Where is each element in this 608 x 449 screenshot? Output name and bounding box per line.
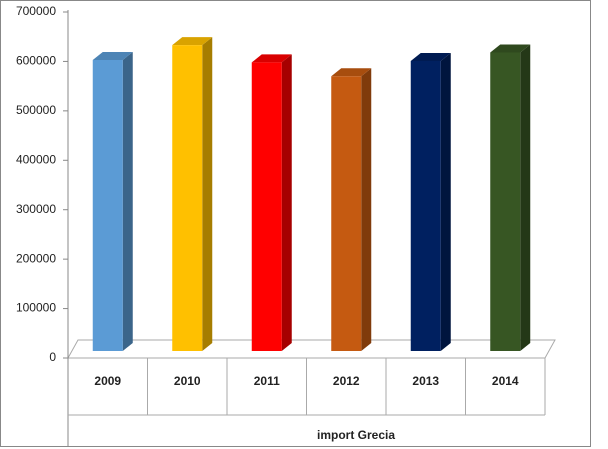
bar-top	[331, 68, 372, 77]
bar-top	[172, 37, 213, 46]
bar-side	[122, 51, 133, 351]
bar-side	[520, 44, 531, 352]
bar-top	[251, 54, 292, 63]
x-tick-label: 2014	[492, 374, 519, 388]
bar-front	[92, 59, 123, 351]
x-tick-label: 2012	[333, 374, 360, 388]
y-tick-label: 300000	[16, 202, 56, 216]
bar	[251, 54, 292, 352]
x-tick-label: 2009	[94, 374, 121, 388]
bar	[410, 52, 451, 352]
y-tick-label: 0	[49, 350, 56, 364]
y-tick-label: 400000	[16, 152, 56, 166]
x-tick-label: 2010	[174, 374, 201, 388]
bar-side	[440, 52, 451, 352]
bar-front	[172, 45, 203, 351]
x-tick-label: 2013	[412, 374, 439, 388]
bar-front	[331, 76, 362, 352]
x-tick-label: 2011	[254, 374, 280, 388]
y-tick-label: 600000	[16, 54, 56, 68]
bar-top	[92, 51, 133, 60]
bar	[331, 68, 372, 352]
bar-front	[410, 60, 441, 352]
floor	[67, 339, 556, 359]
y-tick-label: 100000	[16, 301, 56, 315]
bar-top	[490, 44, 531, 53]
bar-top	[410, 52, 451, 61]
bar-side	[281, 54, 292, 352]
y-tick-label: 700000	[16, 4, 56, 18]
bar	[92, 51, 133, 351]
x-axis-label: import Grecia	[317, 428, 395, 442]
bar-front	[251, 62, 282, 352]
bar	[172, 37, 213, 351]
y-tick-label: 500000	[16, 103, 56, 117]
bar	[490, 44, 531, 352]
bar-side	[361, 68, 372, 352]
bar-front	[490, 52, 521, 352]
bar-side	[202, 37, 213, 351]
y-tick-label: 200000	[16, 251, 56, 265]
